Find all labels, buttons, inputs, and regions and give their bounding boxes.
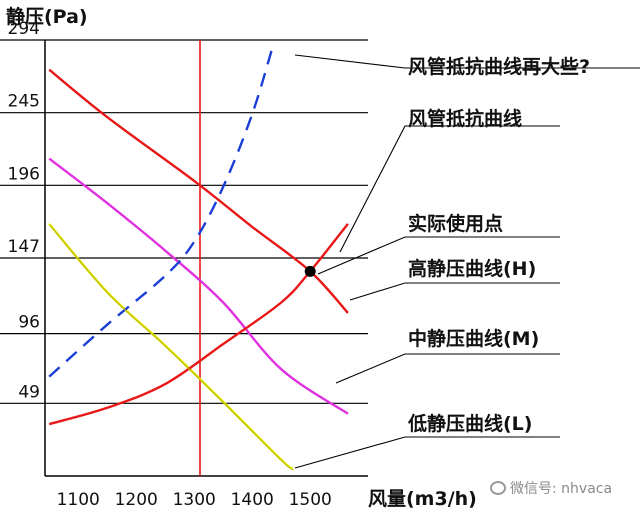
series-line-low-shadow: [49, 225, 295, 471]
y-tick-labels: 49 96 147 196 245 294: [8, 19, 40, 402]
x-tick-label: 1500: [289, 490, 332, 510]
y-tick-label: 294: [8, 19, 40, 39]
x-tick-labels: 1100 1200 1300 1400 1500: [57, 490, 332, 510]
leader-line-low: [294, 436, 560, 469]
series-line-duct: [48, 223, 349, 426]
annotation-label-duct_bigger: 风管抵抗曲线再大些?: [408, 55, 590, 78]
y-tick-label: 245: [8, 92, 40, 112]
wechat-icon: [490, 481, 506, 495]
leader-line-duct: [339, 125, 560, 253]
leader-line-duct_bigger: [294, 54, 640, 69]
annotation-leaders: [294, 54, 640, 469]
annotation-label-low: 低静压曲线(L): [407, 412, 532, 435]
y-tick-label: 96: [18, 313, 40, 333]
y-axis-title: 静压(Pa): [6, 6, 88, 28]
leader-line-operating_point: [317, 236, 560, 275]
annotation-label-operating_point: 实际使用点: [408, 212, 503, 235]
y-tick-label: 196: [8, 164, 40, 184]
y-tick-label: 49: [18, 382, 40, 402]
x-tick-label: 1200: [115, 490, 158, 510]
series-line-duct_bigger: [48, 47, 274, 378]
series-line-mid: [48, 157, 349, 415]
x-tick-label: 1300: [173, 490, 216, 510]
y-tick-label: 147: [8, 237, 40, 257]
annotation-label-mid: 中静压曲线(M): [408, 327, 539, 350]
annotation-label-high: 高静压曲线(H): [408, 257, 536, 280]
watermark-text: 微信号: nhvaca: [510, 481, 613, 497]
leader-line-high: [349, 282, 560, 301]
x-tick-label: 1400: [231, 490, 274, 510]
x-tick-label: 1100: [57, 490, 100, 510]
operating-point-marker: [304, 265, 316, 277]
leader-line-mid: [335, 353, 560, 384]
series-lines: [48, 40, 349, 476]
grid-lines: [0, 39, 368, 477]
x-axis-title: 风量(m3/h): [368, 488, 477, 510]
watermark: 微信号: nhvaca: [490, 478, 612, 498]
annotation-label-duct: 风管抵抗曲线: [408, 107, 522, 130]
series-line-low: [48, 223, 294, 470]
